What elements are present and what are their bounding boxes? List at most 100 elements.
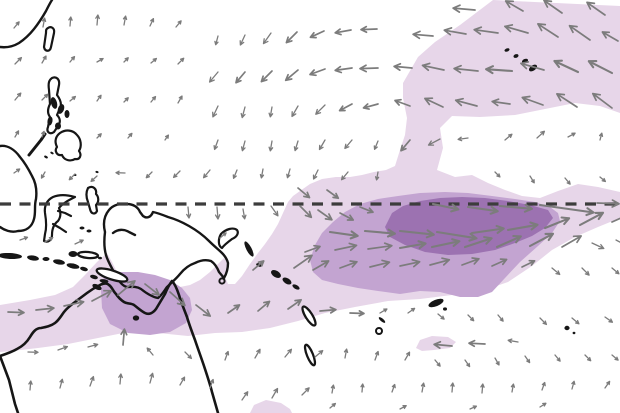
wind-arrow-100 [494,171,501,178]
wind-arrow-106 [241,208,247,220]
wind-arrow-26 [235,71,246,84]
wind-arrow-208 [271,387,279,399]
wind-arrow-67 [14,130,20,138]
wind-arrow-181 [57,345,69,351]
wind-arrow-105 [214,206,221,220]
wind-arrow-18 [14,56,23,65]
wind-arrow-134 [495,234,522,249]
wind-arrow-216 [510,383,516,393]
wind-arrow-38 [601,31,619,42]
coastline-layer [0,0,239,413]
wind-arrow-108 [299,205,313,219]
small-island-8 [95,170,99,174]
wind-arrow-36 [537,23,559,38]
wind-arrow-159 [91,289,113,302]
wind-arrow-42 [485,65,514,75]
island-layer [0,48,576,367]
small-island-25 [271,270,281,278]
wind-arrow-206 [209,378,215,389]
small-island-17 [66,263,80,269]
wind-arrow-66 [591,92,613,109]
wind-arrow-142 [312,260,330,271]
wind-arrow-117 [538,203,595,217]
small-island-22 [132,315,140,321]
wind-arrow-94 [232,169,238,179]
wind-arrow-211 [360,383,365,393]
wind-arrow-135 [528,232,555,248]
small-island-14 [27,255,39,261]
wind-arrow-178 [468,339,486,348]
wind-arrow-123 [470,224,505,235]
wind-arrow-74 [268,140,274,152]
wind-arrow-3 [95,14,100,26]
wind-arrow-144 [369,259,391,268]
wind-arrow-1 [41,17,47,28]
wind-arrow-84 [567,132,576,138]
small-island-9 [79,226,85,230]
wind-arrow-46 [14,92,22,101]
wind-arrow-169 [379,308,388,314]
small-island-2 [64,110,70,118]
wind-arrow-90 [115,170,126,176]
wind-arrow-101 [529,175,535,184]
wind-arrow-120 [363,228,396,238]
wind-arrow-222 [469,405,478,410]
wind-arrow-180 [27,349,39,355]
small-island-26 [282,277,292,285]
wind-arrow-32 [412,30,434,40]
wind-arrow-8 [239,34,246,46]
wind-arrow-177 [433,340,453,349]
wind-arrow-12 [334,28,352,36]
outlined-island-3 [303,343,317,367]
wind-arrow-5 [149,18,155,27]
wind-arrow-122 [435,230,478,242]
wind-arrow-192 [404,351,411,361]
wind-arrow-28 [284,69,299,82]
wind-arrow-151 [581,267,590,276]
wind-arrow-155 [74,239,84,245]
wind-arrow-131 [398,240,427,250]
wind-arrow-157 [35,304,55,313]
wind-arrow-23 [150,57,158,64]
wind-arrow-218 [571,380,576,390]
wind-arrow-56 [291,105,299,118]
small-island-20 [92,283,102,291]
wind-arrow-65 [556,93,578,108]
small-island-32 [443,307,447,311]
wind-arrow-22 [123,57,129,63]
outlined-island-0 [76,250,100,260]
wind-arrow-39 [393,62,413,71]
small-island-29 [564,325,570,331]
wind-arrow-48 [69,95,77,102]
wind-arrow-188 [284,348,293,358]
wind-arrow-58 [338,103,353,112]
wind-arrow-81 [457,136,469,142]
wind-arrow-17 [586,1,606,16]
wind-arrow-24 [177,57,185,65]
small-island-31 [428,298,444,308]
wind-arrow-71 [164,134,170,141]
wind-arrow-136 [561,235,582,248]
wind-arrow-161 [144,283,161,296]
wind-arrow-20 [69,55,76,63]
island-luzon [46,76,62,135]
wind-arrow-197 [554,354,561,362]
small-island-27 [292,284,300,290]
wind-arrow-176 [604,316,614,323]
wind-arrow-82 [504,133,513,141]
wind-arrow-121 [398,229,435,239]
small-island-3 [47,116,53,126]
wind-arrow-83 [536,130,546,139]
wind-arrow-6 [175,20,182,28]
small-island-6 [50,151,54,155]
ring-island-1 [375,327,383,335]
wind-arrow-199 [611,354,619,361]
wind-arrow-93 [202,169,211,179]
wind-arrow-156 [7,308,25,317]
island-halmahera [85,185,100,215]
wind-arrow-193 [434,359,441,367]
wind-arrow-152 [611,267,620,275]
wind-arrow-171 [437,313,445,320]
wind-arrow-47 [41,93,49,101]
